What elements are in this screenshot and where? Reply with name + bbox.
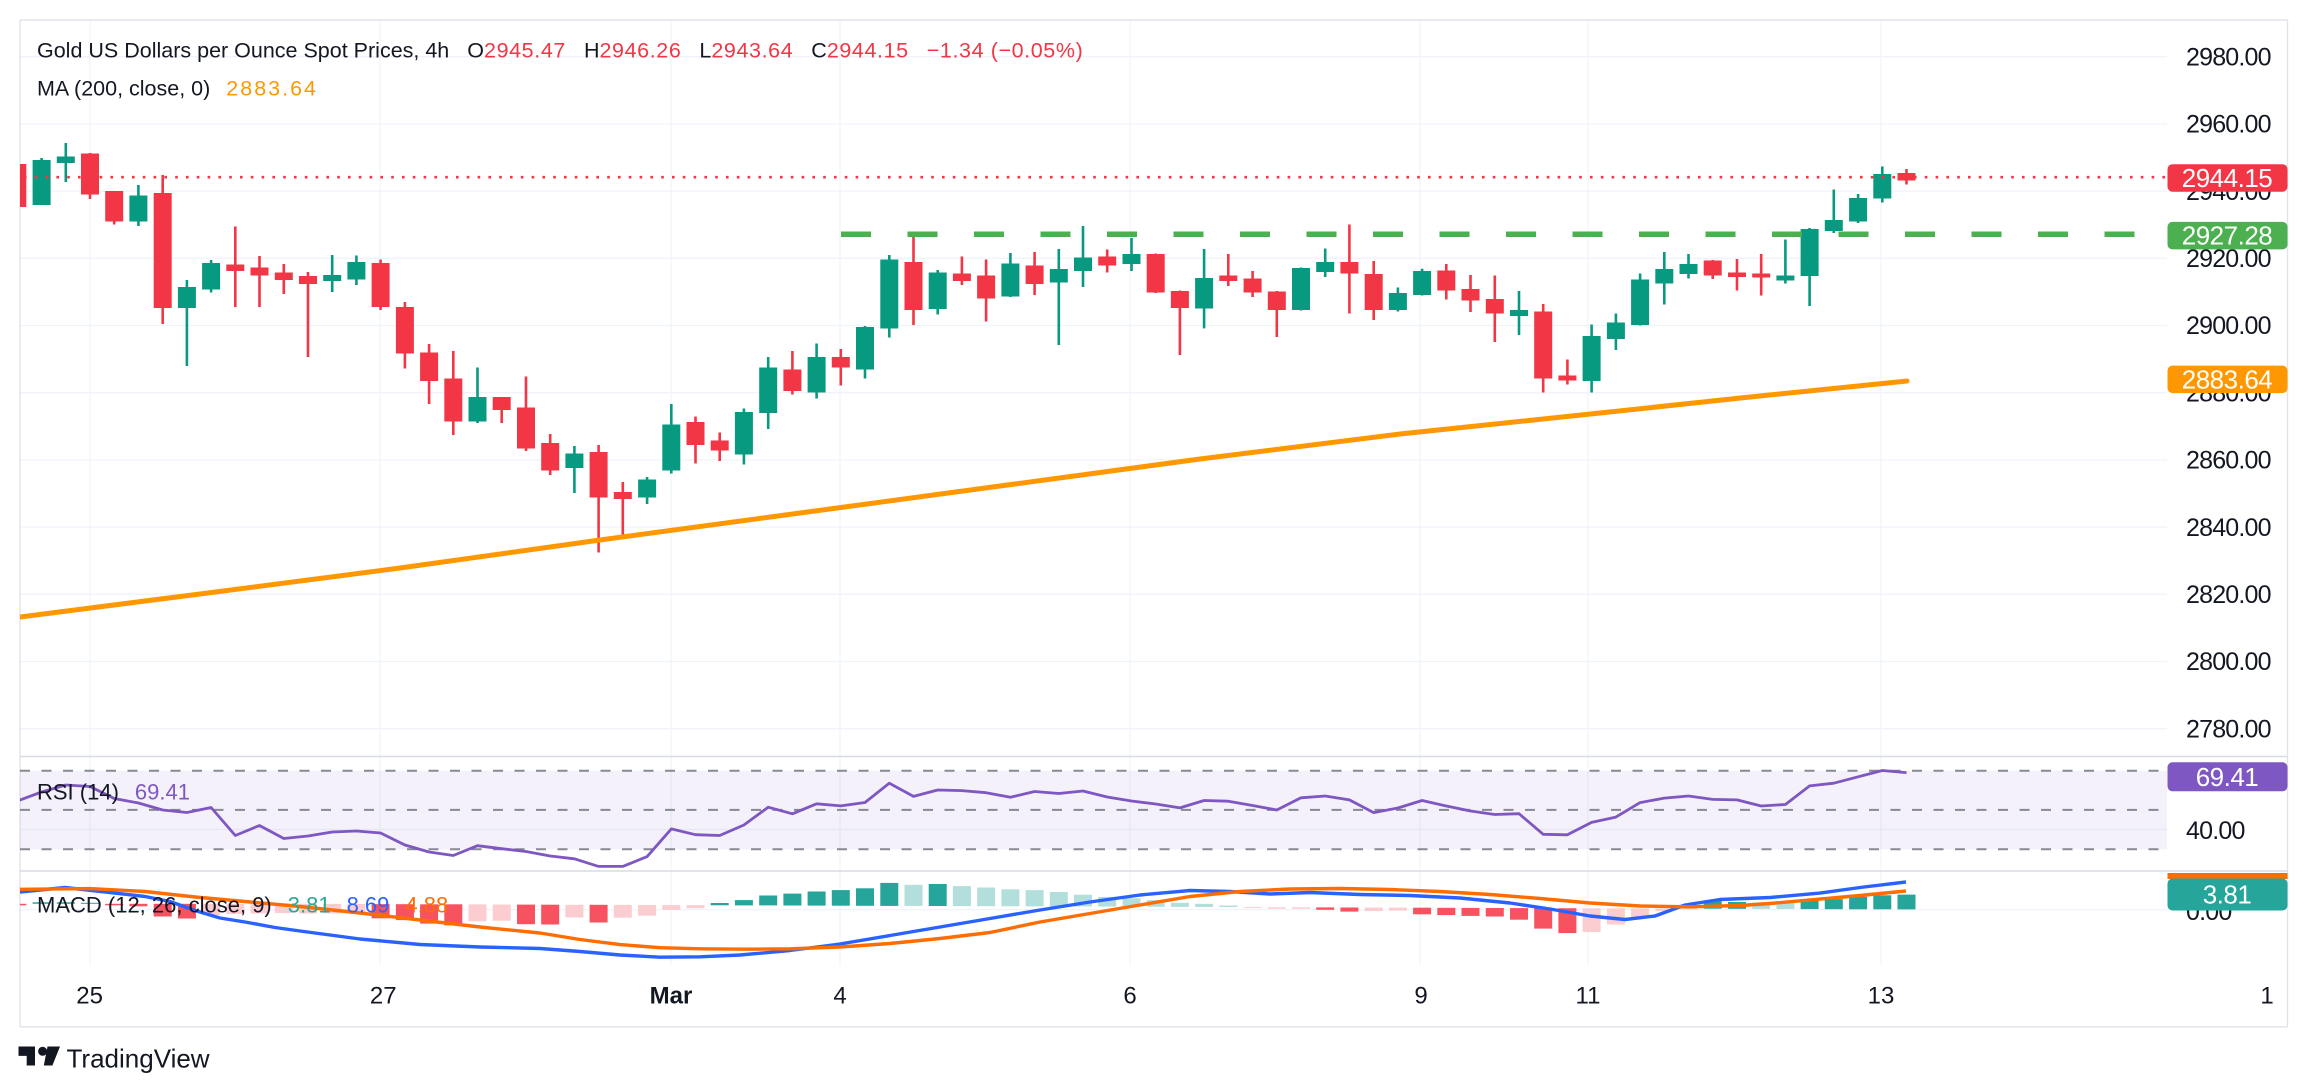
svg-text:Gold US Dollars per Ounce Spot: Gold US Dollars per Ounce Spot Prices, 4… xyxy=(37,39,1083,63)
svg-text:69.41: 69.41 xyxy=(2196,762,2259,792)
svg-text:2780.00: 2780.00 xyxy=(2186,715,2271,743)
svg-text:2860.00: 2860.00 xyxy=(2186,447,2271,475)
svg-text:2944.15: 2944.15 xyxy=(2182,163,2273,193)
svg-text:13: 13 xyxy=(1868,983,1895,1010)
svg-text:3.81: 3.81 xyxy=(2203,880,2252,910)
svg-text:2883.64: 2883.64 xyxy=(2182,364,2273,394)
svg-text:2960.00: 2960.00 xyxy=(2186,111,2271,139)
svg-text:6: 6 xyxy=(1123,983,1136,1010)
svg-text:2900.00: 2900.00 xyxy=(2186,312,2271,340)
svg-text:TradingView: TradingView xyxy=(67,1044,210,1074)
svg-text:2820.00: 2820.00 xyxy=(2186,581,2271,609)
svg-text:Mar: Mar xyxy=(650,983,693,1010)
svg-text:27: 27 xyxy=(370,983,397,1010)
svg-text:MACD (12, 26, close, 9)3.818.6: MACD (12, 26, close, 9) 3.81 8.69 4.88 xyxy=(37,893,448,918)
svg-text:RSI (14)69.41: RSI (14) 69.41 xyxy=(37,780,190,805)
svg-text:9: 9 xyxy=(1414,983,1427,1010)
svg-text:2980.00: 2980.00 xyxy=(2186,43,2271,71)
svg-text:11: 11 xyxy=(1576,983,1601,1010)
svg-text:MA (200, close, 0)2883.64: MA (200, close, 0) 2883.64 xyxy=(37,77,318,101)
svg-text:2800.00: 2800.00 xyxy=(2186,648,2271,676)
svg-text:40.00: 40.00 xyxy=(2186,817,2245,845)
svg-text:2927.28: 2927.28 xyxy=(2182,221,2273,251)
svg-text:2920.00: 2920.00 xyxy=(2186,245,2271,273)
svg-text:1: 1 xyxy=(2260,983,2273,1010)
svg-text:25: 25 xyxy=(76,983,103,1010)
svg-text:2840.00: 2840.00 xyxy=(2186,514,2271,542)
svg-text:4: 4 xyxy=(833,983,846,1010)
